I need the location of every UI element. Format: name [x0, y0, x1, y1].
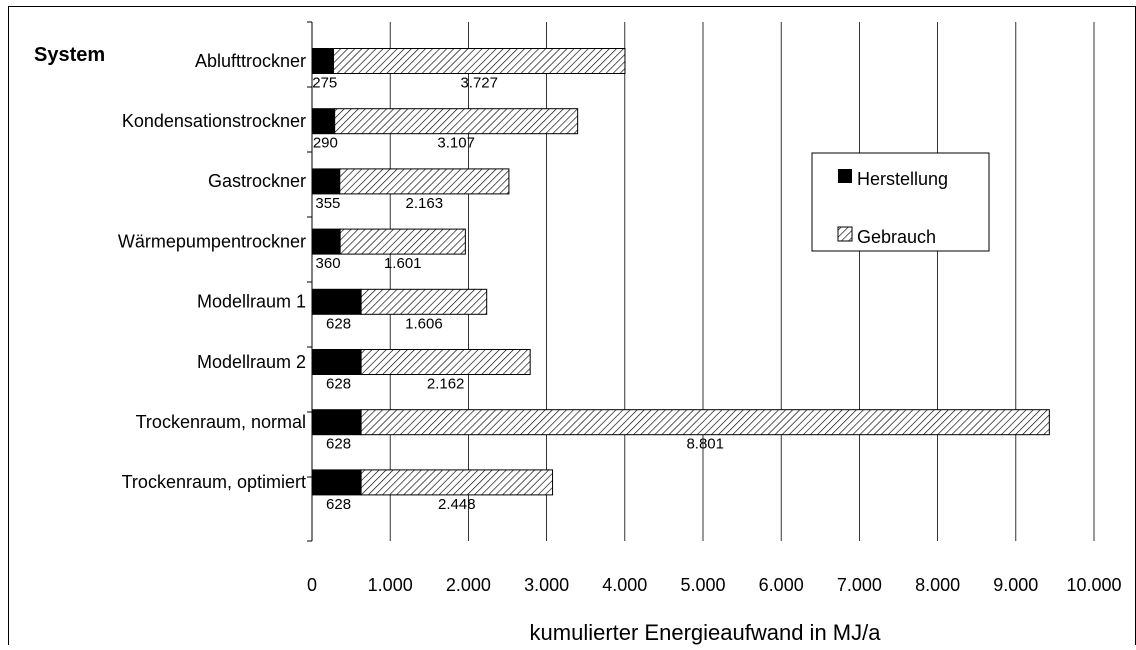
data-label-herstellung: 275	[312, 74, 337, 91]
x-tick-label: 10.000	[1066, 575, 1121, 595]
data-label-herstellung: 355	[315, 195, 340, 212]
category-label: Modellraum 2	[197, 352, 306, 372]
bar-herstellung	[311, 469, 362, 496]
data-label-gebrauch: 2.162	[427, 375, 465, 392]
bar-gebrauch	[339, 228, 466, 255]
data-label-gebrauch: 2.448	[438, 496, 476, 513]
bar-herstellung	[311, 409, 362, 436]
category-label: Trockenraum, optimiert	[122, 472, 306, 492]
data-label-gebrauch: 2.163	[406, 195, 444, 212]
x-tick-label: 2.000	[446, 575, 491, 595]
bar-herstellung	[311, 108, 336, 135]
bar-gebrauch	[334, 108, 579, 135]
category-label: Wärmepumpentrockner	[118, 231, 306, 251]
chart-title: System	[34, 44, 105, 66]
legend-swatch-gebrauch	[837, 226, 853, 242]
data-label-gebrauch: 8.801	[686, 436, 724, 453]
category-label: Ablufttrockner	[195, 51, 306, 71]
bar-gebrauch	[339, 168, 510, 195]
x-tick-label: 4.000	[602, 575, 647, 595]
x-tick-label: 8.000	[915, 575, 960, 595]
legend-label-gebrauch: Gebrauch	[857, 227, 936, 247]
data-label-gebrauch: 3.107	[437, 135, 475, 152]
x-tick-label: 9.000	[993, 575, 1038, 595]
x-tick-label: 5.000	[680, 575, 725, 595]
bar-herstellung	[311, 168, 341, 195]
category-label: Modellraum 1	[197, 292, 306, 312]
data-label-gebrauch: 3.727	[460, 74, 498, 91]
bar-herstellung	[311, 228, 341, 255]
category-label: Gastrockner	[208, 171, 306, 191]
bar-gebrauch	[360, 288, 488, 315]
x-tick-label: 3.000	[524, 575, 569, 595]
data-label-herstellung: 360	[316, 255, 341, 272]
legend-label-herstellung: Herstellung	[857, 169, 948, 189]
category-label: Trockenraum, normal	[136, 412, 306, 432]
data-label-herstellung: 290	[313, 135, 338, 152]
category-label: Kondensationstrockner	[122, 111, 306, 131]
bar-herstellung	[311, 349, 362, 375]
bar-gebrauch	[360, 349, 531, 375]
bar-gebrauch	[333, 48, 626, 74]
bar-gebrauch	[360, 469, 554, 496]
x-tick-label: 0	[307, 575, 317, 595]
data-label-herstellung: 628	[326, 315, 351, 332]
x-tick-label: 6.000	[759, 575, 804, 595]
x-axis-label: kumulierter Energieaufwand in MJ/a	[530, 620, 882, 645]
data-label-herstellung: 628	[326, 496, 351, 513]
bar-herstellung	[311, 288, 362, 315]
legend: Herstellung Gebrauch	[811, 152, 990, 252]
x-tick-label: 7.000	[837, 575, 882, 595]
data-label-gebrauch: 1.606	[405, 315, 443, 332]
data-label-herstellung: 628	[326, 436, 351, 453]
data-label-herstellung: 628	[326, 375, 351, 392]
x-tick-label: 1.000	[368, 575, 413, 595]
chart-frame	[8, 6, 1136, 650]
legend-swatch-herstellung	[838, 169, 852, 183]
bar-herstellung	[311, 48, 335, 74]
bar-gebrauch	[360, 409, 1050, 436]
data-label-gebrauch: 1.601	[384, 255, 422, 272]
